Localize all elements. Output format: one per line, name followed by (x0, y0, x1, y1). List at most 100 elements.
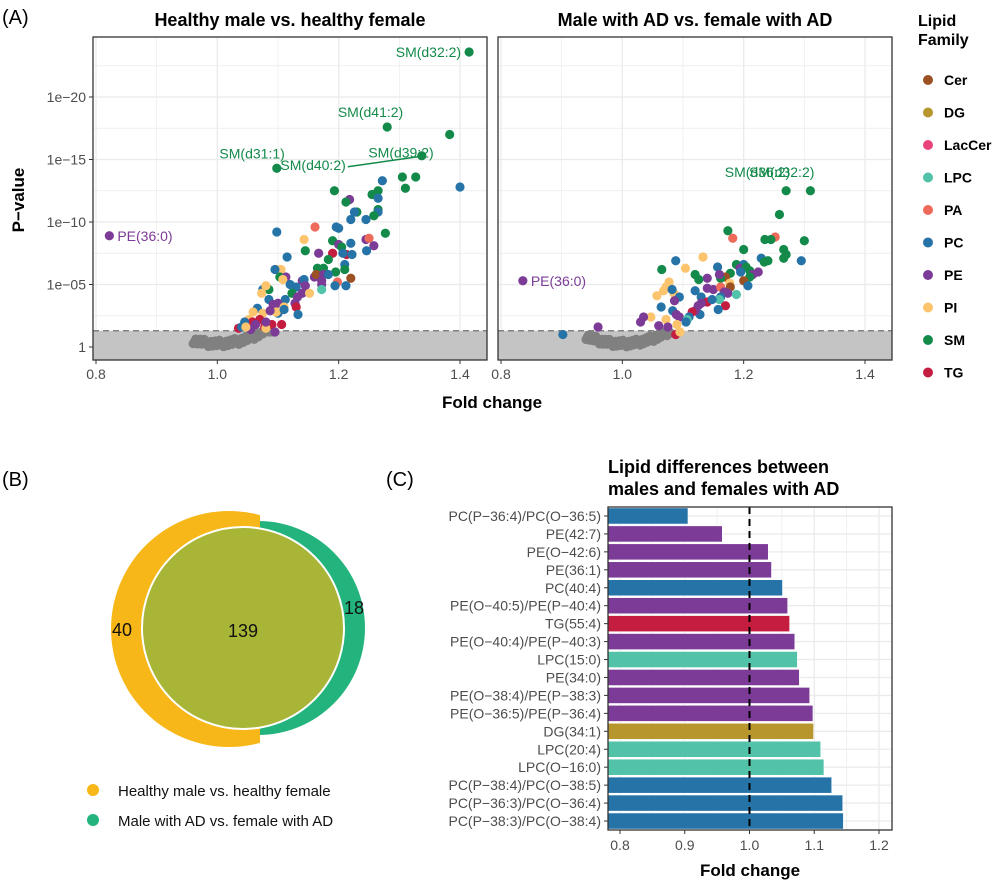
data-point-pc (330, 281, 340, 291)
volcano-plot-healthy: Healthy male vs. healthy female SM(d32:2… (9, 10, 488, 382)
x-tick-label: 0.9 (675, 837, 695, 853)
legend-key-pi (923, 302, 933, 313)
data-point-labeled (805, 186, 816, 196)
data-point-cer (311, 269, 321, 280)
bar-chart-axes: PC(P−36:4)/PC(O−36:5) PE(42:7) PE(O−42:6) P… (448, 508, 888, 853)
y-tick-label: 1e−10 (47, 214, 87, 230)
points-ad (518, 186, 816, 352)
legend-title-line1: Lipid (918, 13, 956, 30)
data-point-pe (714, 269, 725, 280)
data-point-pc (736, 267, 746, 277)
data-point-pe (265, 306, 275, 316)
bar-pc (607, 776, 833, 794)
data-point-pc (334, 223, 344, 233)
data-point-pc (667, 284, 677, 295)
legend-key-sm (923, 335, 933, 345)
bar-chart-x-axis-title: Fold change (700, 861, 800, 880)
legend-items: Cer DG LacCer LPC PA PC PE PI SM TG (923, 72, 992, 381)
x-tick-label: 1.4 (855, 366, 875, 382)
venn-overlap (141, 526, 345, 730)
y-tick-label: 1e−05 (47, 277, 87, 293)
bar-pe (607, 543, 769, 561)
bar-lpc (607, 758, 825, 776)
data-point-sm (400, 183, 410, 193)
nonsignificant-shade (93, 330, 487, 360)
legend-label-laccer: LacCer (944, 137, 992, 153)
legend-label-pi: PI (944, 300, 957, 316)
data-point-pc (349, 207, 360, 217)
data-point-pc (796, 256, 806, 266)
data-point-sm (340, 264, 350, 275)
bar-pe (607, 561, 772, 579)
bar-pe (607, 669, 800, 686)
data-point-sm (329, 186, 340, 196)
plot-background (93, 37, 487, 360)
panel-label-c: (C) (386, 469, 414, 491)
data-point-labeled (464, 47, 474, 57)
data-point-sm (380, 228, 390, 238)
bar-category-label: PE(O−40:5)/PE(P−40:4) (450, 598, 601, 614)
plot-frame-healthy (92, 36, 488, 361)
data-point-pc (671, 256, 681, 266)
data-point-lpc (714, 294, 725, 305)
data-point-pi (304, 288, 315, 298)
x-tick-label: 0.8 (610, 837, 630, 853)
venn-legend-dot-healthy (87, 784, 99, 796)
legend-key-dg (923, 107, 933, 118)
bar-category-label: PE(O−40:4)/PE(P−40:3) (450, 634, 601, 650)
bar-category-label: PE(O−42:6) (527, 544, 601, 560)
data-point-pc (743, 281, 753, 291)
data-point-sm (369, 211, 379, 221)
data-point-pe (669, 296, 680, 306)
data-point-pe (369, 241, 379, 251)
data-point-sm (739, 244, 749, 255)
bar-pe (607, 525, 723, 543)
data-point-labeled (104, 231, 114, 241)
legend-label-sm: SM (944, 332, 965, 348)
bar-pe (607, 597, 789, 615)
axes-healthy: 0.8 1.0 1.2 1.4 1 1e−05 1e−10 1e−15 1e−20 (47, 89, 470, 382)
bar-pe (607, 687, 811, 704)
data-point-sm (657, 264, 667, 275)
data-point-pc (280, 294, 290, 305)
legend-label-pc: PC (944, 235, 963, 251)
data-point-sm (694, 274, 704, 285)
data-point-pi (672, 319, 682, 330)
data-point-pa (364, 233, 374, 243)
data-point-pe (723, 288, 733, 298)
legend-label-tg: TG (944, 365, 964, 381)
data-point-pa (310, 222, 320, 232)
data-point-pi (261, 281, 271, 291)
data-point-pi (248, 307, 258, 317)
bar-tg (607, 615, 790, 633)
data-point-pi (299, 234, 309, 245)
data-point-sm (763, 256, 773, 266)
panel-label-a: (A) (2, 7, 29, 29)
data-point-pc (279, 304, 289, 315)
data-point-lpc (317, 284, 327, 295)
data-point-pe (261, 317, 271, 327)
x-tick-label: 1.4 (450, 366, 470, 382)
data-point-pc (346, 214, 356, 225)
lipid-family-legend: Lipid Family Cer DG LacCer LPC PA PC PE PI SM TG (918, 13, 992, 381)
legend-key-tg (923, 367, 933, 378)
bar-chart-title-line2: males and females with AD (608, 479, 839, 499)
panel-label-b: (B) (2, 469, 29, 491)
data-point-pc (270, 264, 280, 275)
data-point-pc (690, 286, 700, 296)
annotations-ad: SM(d36:2)SM(d32:2) PE(36:0) (531, 164, 815, 289)
data-point-pe (300, 281, 310, 291)
data-point-pc (272, 227, 282, 237)
bar-category-label: TG(55:4) (545, 616, 601, 632)
data-point-sm (341, 197, 351, 207)
bar-lpc (607, 651, 798, 668)
data-point-pc (713, 304, 723, 315)
x-tick-label: 1.0 (613, 366, 633, 382)
x-tick-label: 1.1 (805, 837, 825, 853)
venn-count-overlap: 139 (228, 621, 258, 641)
nonsignificant-region-healthy (93, 330, 487, 360)
bar-pc (607, 579, 783, 597)
data-point-sm (766, 234, 776, 245)
legend-label-pe: PE (944, 267, 963, 283)
data-point-pc (712, 262, 723, 272)
